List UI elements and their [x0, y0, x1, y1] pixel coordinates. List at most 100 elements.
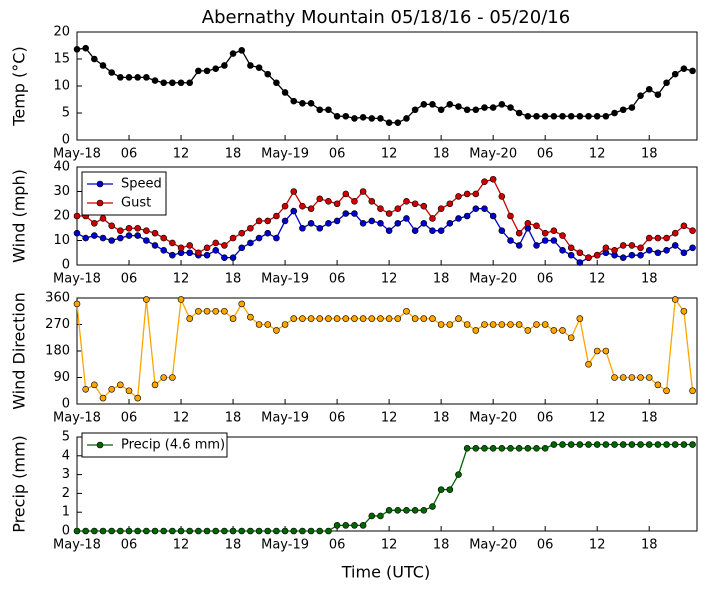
data-point	[299, 224, 306, 232]
data-point	[541, 321, 549, 328]
data-point	[255, 321, 263, 328]
data-point	[351, 210, 358, 217]
data-point	[533, 242, 540, 249]
y-tick-label: 15	[53, 52, 70, 67]
data-point	[255, 527, 263, 535]
data-point	[394, 220, 402, 227]
data-point	[377, 512, 384, 520]
data-point	[550, 237, 558, 244]
data-point	[143, 237, 150, 244]
y-tick-label: 0	[62, 524, 70, 539]
data-point	[394, 205, 402, 212]
data-point	[689, 244, 696, 252]
data-point	[446, 200, 454, 208]
data-point	[602, 112, 610, 120]
data-point	[628, 441, 636, 448]
data-point	[429, 227, 436, 234]
data-point	[680, 249, 688, 257]
data-point	[472, 190, 480, 198]
data-point	[619, 374, 627, 381]
data-point	[654, 381, 662, 389]
data-point	[186, 79, 194, 87]
data-point	[177, 527, 185, 535]
data-point	[593, 441, 601, 448]
data-point	[524, 327, 532, 334]
data-point	[195, 307, 202, 315]
data-point	[160, 79, 167, 87]
data-point	[489, 175, 497, 183]
data-point	[585, 360, 592, 368]
legend-marker	[96, 199, 104, 207]
data-point	[307, 527, 315, 535]
data-point	[125, 387, 133, 395]
data-point	[299, 315, 306, 322]
data-point	[576, 259, 584, 266]
data-point	[619, 106, 627, 114]
data-point	[403, 507, 410, 514]
x-tick-label: May-19	[261, 538, 309, 553]
data-point	[550, 227, 558, 234]
data-point	[229, 234, 237, 242]
data-point	[550, 112, 558, 120]
chart-title: Abernathy Mountain 05/18/16 - 05/20/16	[202, 7, 570, 28]
data-point	[99, 527, 107, 535]
data-point	[342, 210, 350, 217]
data-point	[637, 441, 644, 448]
x-tick-label: 06	[329, 272, 346, 287]
data-point	[125, 74, 133, 81]
data-point	[515, 229, 523, 237]
data-point	[134, 232, 141, 239]
data-point	[541, 112, 549, 120]
data-point	[472, 106, 480, 114]
data-point	[221, 307, 228, 315]
data-point	[515, 444, 523, 452]
data-point	[455, 215, 462, 222]
data-point	[481, 321, 488, 328]
data-point	[671, 441, 679, 448]
data-point	[455, 103, 462, 110]
legend-marker	[96, 441, 104, 449]
data-point	[654, 234, 662, 242]
data-point	[593, 347, 601, 355]
x-tick-label: 18	[641, 538, 658, 553]
x-tick-label: 12	[381, 147, 398, 162]
data-point	[463, 444, 471, 452]
data-point	[377, 220, 384, 227]
data-point	[489, 104, 497, 111]
data-point	[498, 193, 506, 200]
x-tick-label: 06	[121, 147, 138, 162]
data-point	[160, 374, 167, 381]
data-point	[498, 444, 506, 452]
data-point	[628, 251, 636, 259]
x-tick-label: 18	[641, 411, 658, 426]
data-point	[472, 327, 480, 334]
data-point	[498, 227, 506, 234]
x-tick-label: 18	[433, 411, 450, 426]
data-point	[524, 112, 532, 120]
data-point	[316, 527, 324, 535]
data-point	[507, 237, 514, 244]
data-point	[645, 441, 653, 448]
x-tick-label: 12	[173, 538, 190, 553]
data-point	[567, 112, 575, 120]
data-point	[238, 300, 246, 308]
data-point	[264, 321, 272, 328]
data-point	[602, 244, 610, 252]
data-point	[507, 104, 514, 111]
data-point	[143, 74, 150, 81]
data-point	[515, 109, 523, 117]
x-tick-label: 12	[589, 538, 606, 553]
data-point	[264, 229, 272, 237]
data-point	[689, 441, 696, 448]
data-point	[663, 247, 670, 254]
data-point	[82, 44, 89, 52]
data-point	[455, 315, 462, 322]
y-axis-label: Wind (mph)	[10, 169, 29, 263]
data-point	[680, 65, 688, 73]
data-point	[203, 251, 211, 259]
data-point	[299, 202, 306, 210]
data-point	[203, 307, 211, 315]
data-point	[420, 101, 428, 108]
x-tick-label: May-20	[469, 411, 517, 426]
data-point	[91, 220, 98, 227]
